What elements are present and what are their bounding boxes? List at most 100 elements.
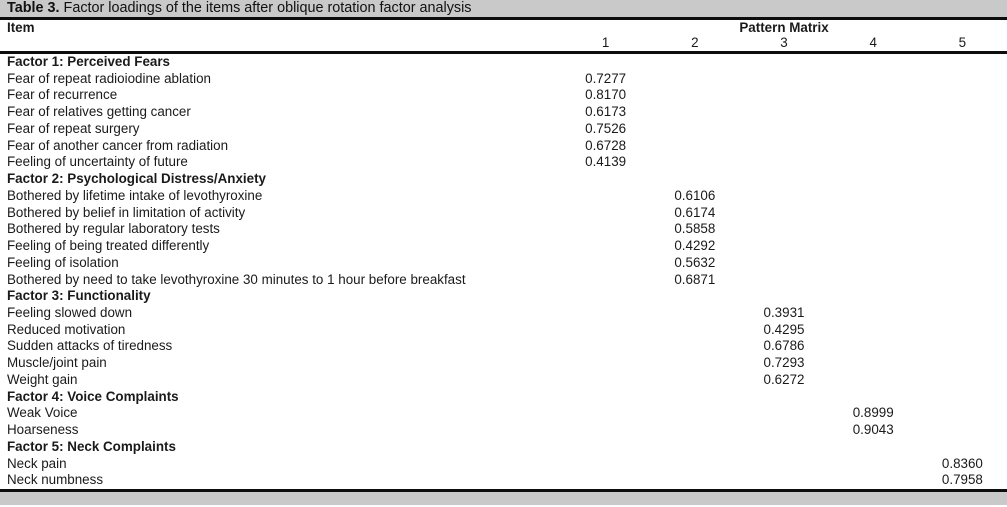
table-row: Feeling slowed down 0.3931: [0, 305, 1007, 322]
loading-value: 0.3931: [763, 305, 805, 321]
item-label: Feeling of isolation: [7, 254, 119, 270]
factor-header-row: Factor 1: Perceived Fears: [0, 53, 1007, 71]
item-label: Fear of repeat surgery: [7, 120, 140, 136]
empty-cell: [561, 188, 650, 205]
table-row: Feeling of uncertainty of future 0.4139: [0, 154, 1007, 171]
table-row: Muscle/joint pain 0.7293: [0, 355, 1007, 372]
empty-cell: [650, 138, 1007, 155]
item-label: Feeling of being treated differently: [7, 238, 210, 254]
item-label: Bothered by need to take levothyroxine 3…: [7, 271, 466, 287]
empty-cell: [739, 221, 1007, 238]
loading-value: 0.6173: [585, 104, 627, 120]
loading-value: 0.5858: [674, 221, 716, 237]
empty-cell: [739, 188, 1007, 205]
empty-cell: [561, 205, 650, 222]
empty-cell: [561, 272, 650, 289]
item-label: Sudden attacks of tiredness: [7, 338, 173, 354]
item-label: Bothered by belief in limitation of acti…: [7, 204, 246, 220]
item-label: Muscle/joint pain: [7, 355, 107, 371]
loading-value: 0.6272: [763, 371, 805, 387]
empty-cell: [561, 422, 829, 439]
empty-cell: [918, 422, 1007, 439]
empty-cell: [739, 238, 1007, 255]
item-label: Neck pain: [7, 455, 67, 471]
empty-cell: [561, 456, 918, 473]
empty-cell: [561, 372, 739, 389]
table-row: Neck pain 0.8360: [0, 456, 1007, 473]
factor-label: Factor 2: Psychological Distress/Anxiety: [7, 171, 266, 187]
empty-cell: [561, 255, 650, 272]
empty-cell: [739, 272, 1007, 289]
empty-cell: [561, 405, 829, 422]
table-row: Feeling of isolation 0.5632: [0, 255, 1007, 272]
factor-header-row: Factor 2: Psychological Distress/Anxiety: [0, 171, 1007, 188]
empty-cell: [561, 305, 739, 322]
table-row: Fear of relatives getting cancer 0.6173: [0, 104, 1007, 121]
empty-cell: [829, 355, 1007, 372]
table-row: Bothered by lifetime intake of levothyro…: [0, 188, 1007, 205]
factor-header-row: Factor 4: Voice Complaints: [0, 389, 1007, 406]
table-row: Hoarseness 0.9043: [0, 422, 1007, 439]
table-row: Fear of recurrence 0.8170: [0, 87, 1007, 104]
item-label: Weak Voice: [7, 405, 78, 421]
loading-value: 0.4139: [585, 154, 627, 170]
loading-value: 0.8360: [941, 455, 983, 471]
factor-number-header-row: 1 2 3 4 5: [0, 35, 1007, 54]
item-label: Neck numbness: [0, 472, 562, 493]
loading-value: 0.7958: [917, 472, 1007, 493]
loading-value: 0.4295: [763, 321, 805, 337]
empty-cell: [918, 405, 1007, 422]
table-row: Fear of repeat radioiodine ablation 0.72…: [0, 71, 1007, 88]
factor-header-row: Factor 3: Functionality: [0, 288, 1007, 305]
loading-value: 0.6728: [585, 137, 627, 153]
factor-loadings-table: Item Pattern Matrix 1 2 3 4 5 Factor 1: …: [0, 20, 1007, 493]
item-label: Fear of relatives getting cancer: [7, 104, 191, 120]
loading-value: 0.7526: [585, 120, 627, 136]
column-header-4: 4: [828, 35, 918, 54]
empty-cell: [561, 472, 918, 493]
table-row: Bothered by belief in limitation of acti…: [0, 205, 1007, 222]
loading-value: 0.9043: [852, 422, 894, 438]
loading-value: 0.6106: [674, 187, 716, 203]
table-caption: Table 3. Factor loadings of the items aft…: [0, 0, 1007, 20]
item-label: Bothered by regular laboratory tests: [7, 221, 220, 237]
loading-value: 0.4292: [674, 238, 716, 254]
loading-value: 0.8999: [852, 405, 894, 421]
column-header-2: 2: [650, 35, 740, 54]
item-label: Feeling slowed down: [7, 305, 133, 321]
table-row: Sudden attacks of tiredness 0.6786: [0, 338, 1007, 355]
loading-value: 0.5632: [674, 254, 716, 270]
item-label: Fear of repeat radioiodine ablation: [7, 70, 211, 86]
empty-cell: [561, 221, 650, 238]
item-label: Fear of recurrence: [7, 87, 118, 103]
item-label: Feeling of uncertainty of future: [7, 154, 188, 170]
empty-cell: [650, 104, 1007, 121]
column-group-pattern-matrix: Pattern Matrix: [739, 20, 829, 35]
loading-value: 0.6174: [674, 204, 716, 220]
column-header-3: 3: [739, 35, 829, 54]
table-row: Feeling of being treated differently 0.4…: [0, 238, 1007, 255]
table-row: Weak Voice 0.8999: [0, 405, 1007, 422]
empty-cell: [561, 355, 739, 372]
table-row: Reduced motivation 0.4295: [0, 322, 1007, 339]
factor-label: Factor 3: Functionality: [7, 288, 151, 304]
factor-header-row: Factor 5: Neck Complaints: [0, 439, 1007, 456]
empty-cell: [829, 305, 1007, 322]
table-row: Neck numbness 0.7958: [0, 472, 1007, 493]
loading-value: 0.7277: [585, 70, 627, 86]
table-row: Bothered by need to take levothyroxine 3…: [0, 272, 1007, 289]
factor-label: Factor 5: Neck Complaints: [7, 438, 176, 454]
column-header-item: Item: [0, 20, 562, 54]
item-label: Weight gain: [7, 371, 78, 387]
empty-cell: [739, 205, 1007, 222]
bottom-bar: [0, 492, 1007, 506]
factor-label: Factor 4: Voice Complaints: [7, 388, 179, 404]
item-label: Hoarseness: [7, 422, 79, 438]
loading-value: 0.6871: [674, 271, 716, 287]
loading-value: 0.6786: [763, 338, 805, 354]
empty-cell: [650, 121, 1007, 138]
table-row: Fear of another cancer from radiation 0.…: [0, 138, 1007, 155]
loading-value: 0.8170: [585, 87, 627, 103]
empty-cell: [829, 322, 1007, 339]
empty-cell: [829, 372, 1007, 389]
